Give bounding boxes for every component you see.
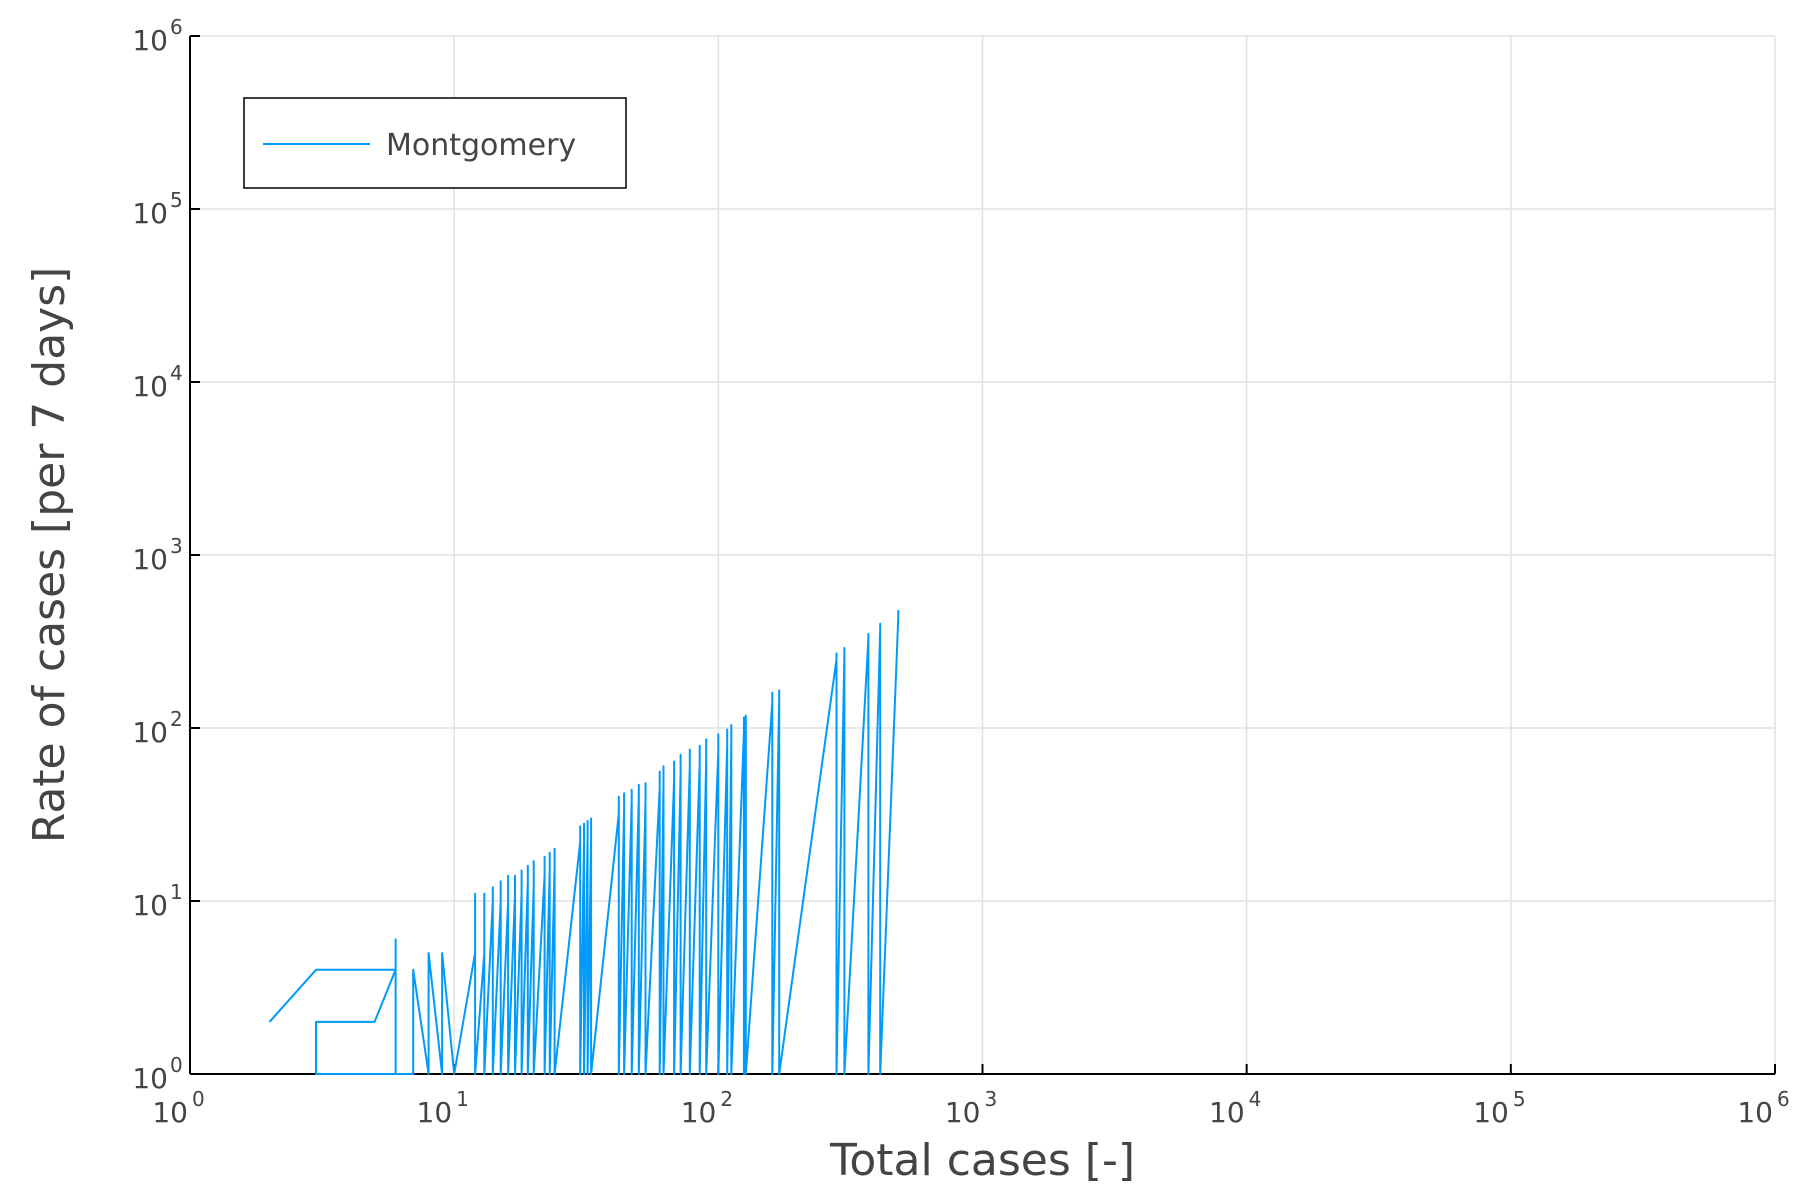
x-tick-exponent: 3 (985, 1087, 998, 1111)
y-tick-label: 10 (132, 1062, 168, 1095)
x-tick-label: 10 (1473, 1096, 1509, 1129)
x-tick-label: 10 (1737, 1096, 1773, 1129)
x-tick-exponent: 6 (1777, 1087, 1790, 1111)
series-line-montgomery (268, 610, 900, 1075)
x-tick-exponent: 2 (720, 1087, 733, 1111)
x-tick-label: 10 (1209, 1096, 1245, 1129)
x-tick-exponent: 5 (1513, 1087, 1526, 1111)
y-tick-label: 10 (132, 370, 168, 403)
legend-label-montgomery: Montgomery (386, 128, 576, 163)
y-tick-exponent: 1 (170, 880, 183, 904)
y-tick-exponent: 6 (170, 15, 183, 39)
series-layer (268, 610, 900, 1075)
x-axis-title: Total cases [-] (829, 1135, 1135, 1186)
x-tick-labels: 10 0 10 1 10 2 10 3 10 4 10 5 10 6 (152, 1087, 1789, 1129)
x-tick-label: 10 (417, 1096, 453, 1129)
y-tick-exponent: 0 (170, 1053, 183, 1077)
x-tick-label: 10 (681, 1096, 717, 1129)
x-tick-exponent: 0 (192, 1087, 205, 1111)
y-tick-exponent: 3 (170, 534, 183, 558)
y-tick-label: 10 (132, 543, 168, 576)
x-tick-exponent: 4 (1249, 1087, 1262, 1111)
grid (190, 35, 1776, 1074)
y-tick-exponent: 4 (170, 361, 183, 385)
x-tick-label: 10 (945, 1096, 981, 1129)
y-axis-title: Rate of cases [per 7 days] (24, 267, 75, 844)
x-tick-label: 10 (152, 1096, 188, 1129)
x-tick-exponent: 1 (456, 1087, 469, 1111)
y-tick-label: 10 (132, 889, 168, 922)
y-tick-label: 10 (132, 24, 168, 57)
y-tick-exponent: 2 (170, 707, 183, 731)
legend: Montgomery (243, 97, 627, 189)
y-tick-exponent: 5 (170, 188, 183, 212)
y-tick-label: 10 (132, 716, 168, 749)
y-tick-label: 10 (132, 197, 168, 230)
